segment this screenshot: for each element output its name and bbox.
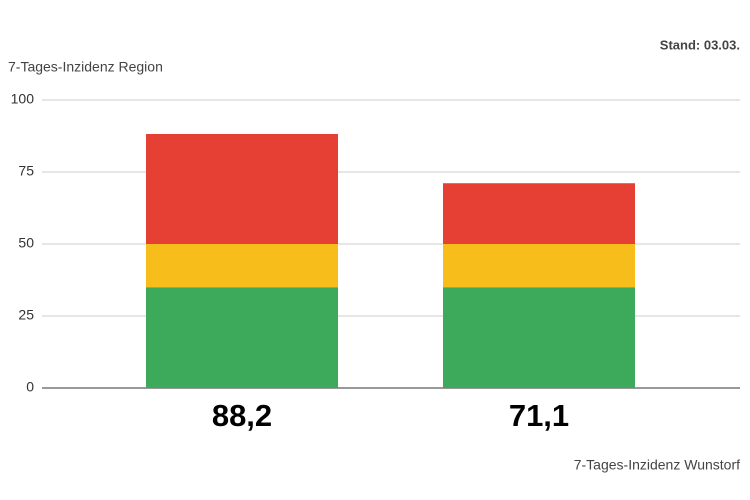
x-tick-label: 71,1 [509, 398, 569, 433]
bar-segment [146, 133, 338, 244]
bar-segment [443, 244, 635, 288]
y-tick-label: 75 [18, 163, 34, 179]
x-axis-label: 7-Tages-Inzidenz Wunstorf [574, 457, 740, 473]
bar-segment [443, 287, 635, 388]
y-tick-label: 25 [18, 307, 34, 323]
bar-segment [146, 287, 338, 388]
y-tick-label: 100 [11, 91, 35, 107]
y-tick-label: 0 [26, 379, 34, 395]
x-tick-label: 88,2 [212, 398, 272, 433]
bar-segment [443, 183, 635, 244]
y-tick-label: 50 [18, 235, 34, 251]
chart-subtitle: Stand: 03.03. [660, 37, 740, 52]
bar-segment [146, 244, 338, 288]
y-axis-label: 7-Tages-Inzidenz Region [8, 59, 163, 75]
